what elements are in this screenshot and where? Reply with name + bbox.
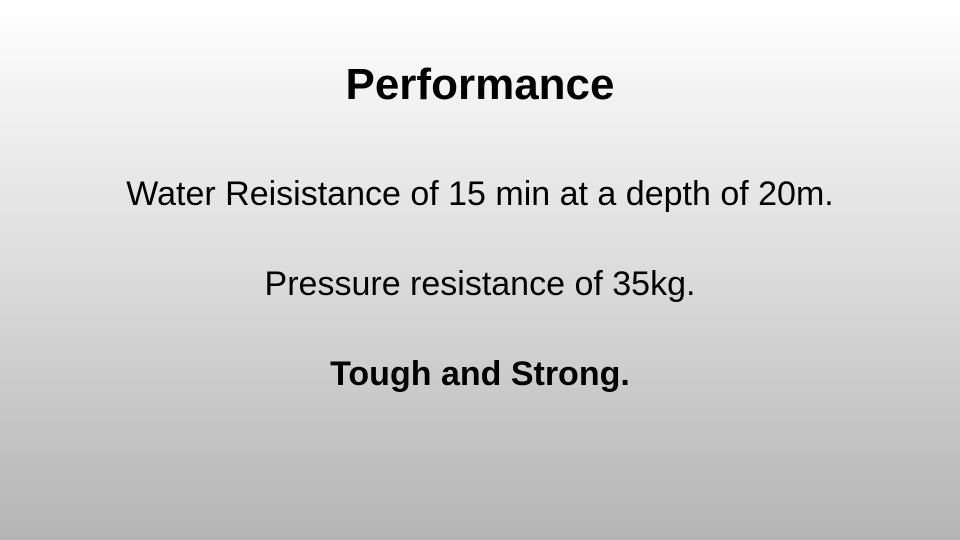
water-resistance-text: Water Reisistance of 15 min at a depth o…	[126, 175, 834, 213]
tough-and-strong-text: Tough and Strong.	[330, 355, 630, 393]
pressure-resistance-text: Pressure resistance of 35kg.	[264, 265, 696, 303]
slide-title: Performance	[345, 60, 615, 109]
